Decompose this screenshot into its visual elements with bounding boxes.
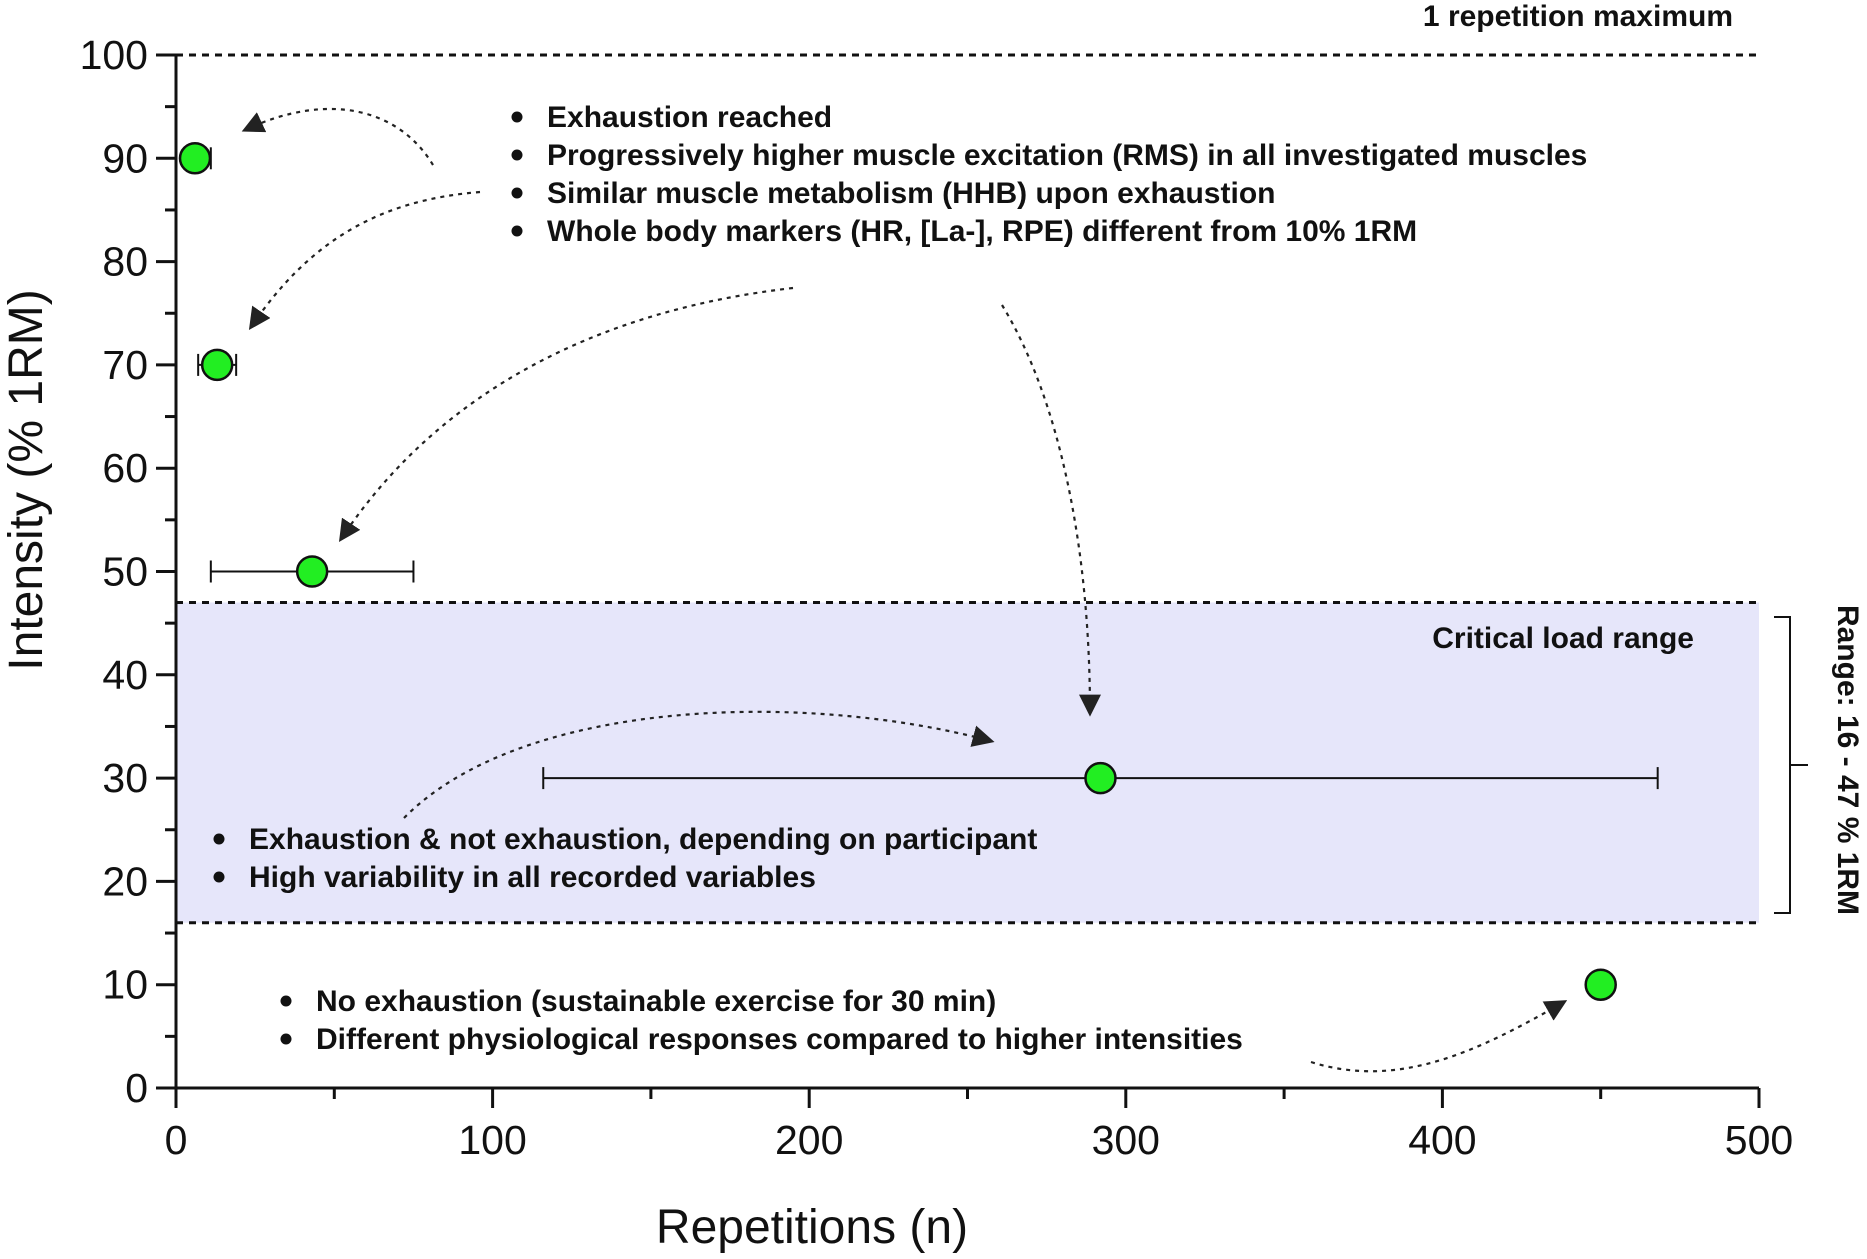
y-tick-label: 90 bbox=[102, 135, 148, 181]
bullet-dot bbox=[511, 187, 523, 199]
bullet-text: Different physiological responses compar… bbox=[316, 1023, 1243, 1056]
bullet-dot bbox=[280, 1033, 292, 1045]
bullet-dot bbox=[213, 871, 225, 883]
critical-load-band bbox=[176, 602, 1759, 923]
arrow-to-30 bbox=[1001, 304, 1101, 717]
y-ticks: 0 10 20 30 40 50 60 70 80 90 100 bbox=[80, 32, 176, 1111]
y-tick-label: 40 bbox=[102, 652, 148, 698]
x-tick-label: 400 bbox=[1408, 1117, 1476, 1163]
y-tick-label: 50 bbox=[102, 549, 148, 595]
range-bracket bbox=[1774, 616, 1808, 914]
bullet-text: Similar muscle metabolism (HHB) upon exh… bbox=[547, 177, 1275, 210]
y-tick-label: 100 bbox=[80, 32, 148, 78]
y-tick-label: 0 bbox=[125, 1065, 148, 1111]
bullet-text: No exhaustion (sustainable exercise for … bbox=[316, 985, 996, 1018]
annotation-arrows bbox=[241, 107, 1568, 1073]
x-tick-label: 0 bbox=[165, 1117, 188, 1163]
low-intensity-annotation: No exhaustion (sustainable exercise for … bbox=[280, 985, 1243, 1056]
x-tick-label: 200 bbox=[775, 1117, 843, 1163]
data-point bbox=[295, 555, 329, 588]
arrow-to-10 bbox=[1310, 1000, 1568, 1073]
bullet-text: Progressively higher muscle excitation (… bbox=[547, 139, 1587, 172]
x-tick-label: 100 bbox=[458, 1117, 526, 1163]
y-tick-label: 30 bbox=[102, 755, 148, 801]
critical-annotation: Exhaustion & not exhaustion, depending o… bbox=[213, 823, 1037, 894]
bullet-text: Whole body markers (HR, [La-], RPE) diff… bbox=[547, 215, 1417, 248]
y-tick-label: 60 bbox=[102, 445, 148, 491]
y-tick-label: 80 bbox=[102, 239, 148, 285]
y-tick-label: 10 bbox=[102, 962, 148, 1008]
bullet-dot bbox=[213, 833, 225, 845]
bullet-dot bbox=[280, 995, 292, 1007]
y-tick-label: 20 bbox=[102, 858, 148, 904]
x-ticks: 0 100 200 300 400 500 bbox=[165, 1088, 1793, 1163]
y-axis-title: Intensity (% 1RM) bbox=[0, 289, 53, 670]
data-point bbox=[200, 348, 234, 382]
x-tick-label: 500 bbox=[1725, 1117, 1793, 1163]
one-rm-label: 1 repetition maximum bbox=[1423, 0, 1733, 33]
bullet-text: Exhaustion reached bbox=[547, 101, 832, 134]
critical-load-label: Critical load range bbox=[1432, 622, 1694, 655]
data-point bbox=[178, 142, 212, 175]
bullet-text: Exhaustion & not exhaustion, depending o… bbox=[249, 823, 1037, 856]
x-axis-title: Repetitions (n) bbox=[656, 1201, 968, 1254]
data-points bbox=[178, 142, 1617, 1001]
bullet-text: High variability in all recorded variabl… bbox=[249, 861, 816, 894]
data-point bbox=[1084, 761, 1117, 795]
arrow-to-70 bbox=[248, 190, 481, 331]
arrow-to-50 bbox=[338, 286, 794, 543]
bullet-dot bbox=[511, 111, 523, 123]
data-point bbox=[1584, 968, 1617, 1001]
range-label: Range: 16 - 47 % 1RM bbox=[1831, 605, 1864, 915]
bracket-line bbox=[1774, 616, 1791, 914]
arrow-to-90 bbox=[241, 107, 434, 166]
y-tick-label: 70 bbox=[102, 342, 148, 388]
arrow-critical bbox=[403, 710, 995, 819]
high-intensity-annotation: Exhaustion reached Progressively higher m… bbox=[511, 101, 1587, 248]
x-tick-label: 300 bbox=[1092, 1117, 1160, 1163]
bullet-dot bbox=[511, 225, 523, 237]
bullet-dot bbox=[511, 149, 523, 161]
